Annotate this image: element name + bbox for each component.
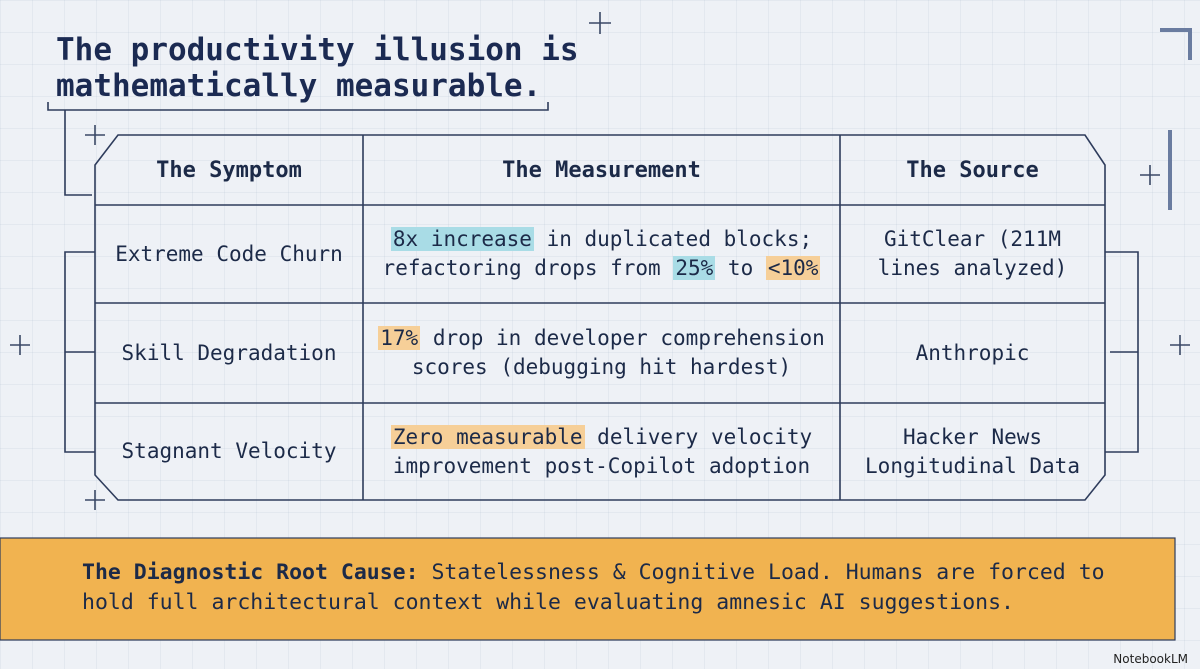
callout-lead: The Diagnostic Root Cause: (82, 560, 419, 585)
measurement-cell: 17% drop in developer comprehension scor… (363, 303, 840, 403)
column-header: The Source (906, 157, 1039, 183)
callout-box (0, 537, 1176, 641)
source-cell: Hacker News Longitudinal Data (865, 424, 1080, 478)
text-run: delivery velocity improvement post-Copil… (392, 424, 825, 478)
symptom-cell: Skill Degradation (121, 340, 337, 365)
symptom-cell: Stagnant Velocity (121, 439, 337, 463)
measurement-cell: 8x increase in duplicated blocks; refact… (363, 205, 840, 303)
connector (47, 102, 549, 196)
highlight: 25% (673, 256, 716, 280)
measurement-text: 8x increase in duplicated blocks; refact… (377, 225, 826, 283)
highlight: Zero measurable (390, 424, 585, 449)
source-cell: Anthropic (915, 340, 1030, 365)
callout-text: Statelessness & Cognitive Load. Humans a… (82, 560, 1105, 615)
crosshair (10, 12, 1190, 510)
callout: The Diagnostic Root Cause: Statelessness… (0, 538, 1175, 640)
accent (1160, 28, 1192, 210)
measurement-cell: Zero measurable delivery velocity improv… (363, 403, 840, 500)
highlight: <10% (765, 256, 821, 280)
connector (64, 251, 95, 453)
text-run: in duplicated blocks; refactoring drops … (382, 227, 825, 280)
table-frame (94, 134, 1106, 501)
highlight: 8x increase (390, 227, 534, 251)
text-run: drop in developer comprehension scores (… (411, 326, 838, 379)
measurement-text: 17% drop in developer comprehension scor… (377, 324, 826, 382)
source-cell: GitClear (211M lines analyzed) (877, 227, 1068, 280)
measurement-text: Zero measurable delivery velocity improv… (377, 423, 826, 481)
symptom-cell: Extreme Code Churn (115, 241, 343, 266)
highlight: 17% (378, 326, 421, 350)
column-header: The Measurement (502, 157, 701, 183)
brand: NotebookLM (1113, 652, 1188, 666)
text-run: to (715, 256, 766, 280)
title: The productivity illusion is mathematica… (56, 32, 579, 104)
connector (1105, 251, 1139, 453)
column-header: The Symptom (156, 157, 302, 183)
